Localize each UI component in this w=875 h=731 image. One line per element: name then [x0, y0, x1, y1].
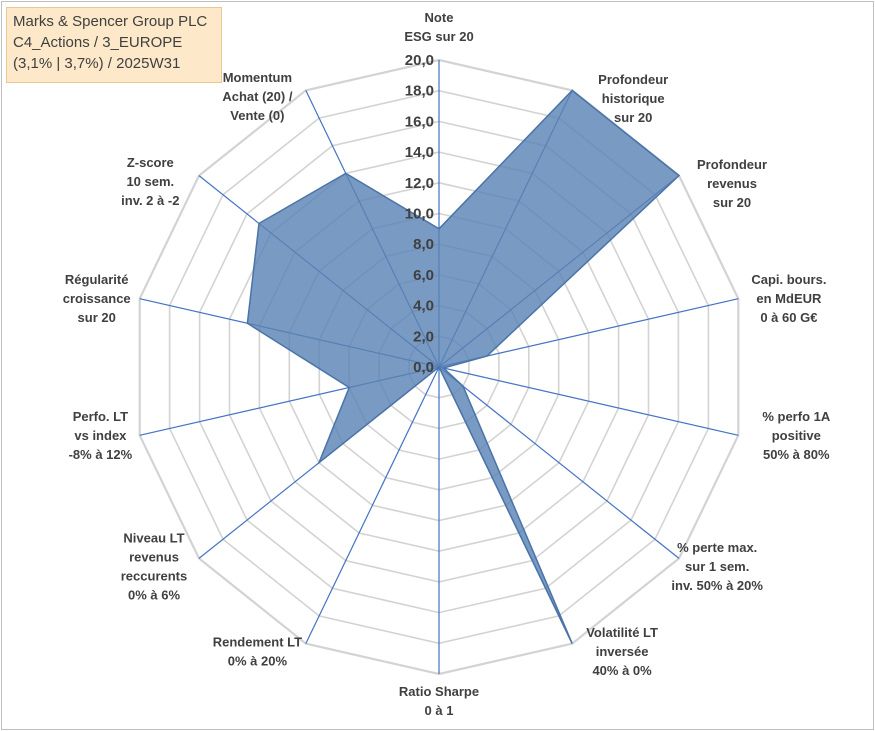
axis-label-line: 0 à 1	[425, 703, 454, 718]
axis-label-1: Profondeur historique sur 20	[598, 72, 668, 125]
axis-label-line: historique	[602, 91, 665, 106]
title-line-company: Marks & Spencer Group PLC	[13, 13, 208, 30]
tick-label: 18,0	[405, 83, 434, 100]
axis-label-line: Volatilité LT	[586, 625, 658, 640]
axis-label-8: Rendement LT 0% à 20%	[213, 635, 302, 669]
axis-label-line: Note	[425, 10, 454, 25]
tick-label: 0,0	[413, 359, 434, 376]
axis-label-line: Achat (20) /	[222, 89, 292, 104]
tick-label: 14,0	[405, 144, 434, 161]
axis-label-line: Capi. bours.	[751, 272, 826, 287]
axis-label-line: -8% à 12%	[69, 447, 133, 462]
axis-label-line: en MdEUR	[756, 291, 822, 306]
axis-label-line: 0% à 6%	[128, 587, 180, 602]
axis-label-line: 10 sem.	[126, 174, 174, 189]
spoke-5	[438, 366, 680, 559]
tick-label: 16,0	[405, 113, 434, 130]
axis-label-line: 50% à 80%	[763, 447, 830, 462]
title-line-period: (3,1% | 3,7%) / 2025W31	[13, 55, 181, 72]
axis-label-line: 40% à 0%	[592, 663, 652, 678]
axis-label-7: Ratio Sharpe 0 à 1	[399, 684, 479, 718]
axis-label-line: inv. 50% à 20%	[671, 578, 763, 593]
axis-label-5: % perte max. sur 1 sem. inv. 50% à 20%	[671, 540, 763, 593]
tick-label: 20,0	[405, 52, 434, 69]
axis-label-13: Momentum Achat (20) / Vente (0)	[222, 70, 292, 123]
series-area-0	[246, 89, 681, 644]
axis-label-9: Niveau LT revenus reccurents 0% à 6%	[121, 530, 187, 602]
axis-label-line: sur 20	[78, 310, 116, 325]
axis-label-10: Perfo. LT vs index -8% à 12%	[69, 409, 133, 462]
axis-label-2: Profondeur revenus sur 20	[697, 157, 767, 210]
radar-tick-labels: 0,0 2,0 4,0 6,0 8,0 10,0 12,0 14,0 16,0 18,0 20,0	[405, 52, 434, 376]
axis-label-line: sur 20	[614, 110, 652, 125]
tick-label: 8,0	[413, 236, 434, 253]
axis-label-line: reccurents	[121, 568, 187, 583]
axis-label-line: % perte max.	[677, 540, 757, 555]
radar-axis-labels: Note ESG sur 20 Profondeur historique sur 20…	[63, 10, 831, 718]
axis-label-12: Z-score 10 sem. inv. 2 à -2	[121, 155, 179, 208]
spoke-8	[305, 366, 440, 644]
axis-label-line: Rendement LT	[213, 635, 302, 650]
axis-label-line: Régularité	[65, 272, 129, 287]
axis-label-line: revenus	[707, 176, 757, 191]
spoke-4	[438, 366, 739, 436]
axis-label-4: % perfo 1A positive 50% à 80%	[762, 409, 831, 462]
title-line-category: C4_Actions / 3_EUROPE	[13, 34, 183, 51]
axis-label-line: Perfo. LT	[73, 409, 128, 424]
radar-series	[246, 89, 681, 644]
axis-label-line: revenus	[129, 549, 179, 564]
axis-label-3: Capi. bours. en MdEUR 0 à 60 G€	[751, 272, 826, 325]
tick-label: 6,0	[413, 267, 434, 284]
axis-label-line: Profondeur	[598, 72, 668, 87]
axis-label-line: vs index	[74, 428, 127, 443]
axis-label-line: 0% à 20%	[228, 654, 288, 669]
axis-label-line: sur 20	[713, 195, 751, 210]
axis-label-0: Note ESG sur 20	[404, 10, 473, 44]
tick-label: 12,0	[405, 175, 434, 192]
axis-label-line: Profondeur	[697, 157, 767, 172]
axis-label-line: sur 1 sem.	[685, 559, 749, 574]
axis-label-line: Ratio Sharpe	[399, 684, 479, 699]
axis-label-line: % perfo 1A	[762, 409, 831, 424]
axis-label-line: croissance	[63, 291, 131, 306]
axis-label-line: Z-score	[127, 155, 174, 170]
tick-label: 10,0	[405, 206, 434, 223]
axis-label-line: inversée	[596, 644, 649, 659]
axis-label-line: 0 à 60 G€	[760, 310, 817, 325]
axis-label-11: Régularité croissance sur 20	[63, 272, 131, 325]
axis-label-line: positive	[772, 428, 821, 443]
tick-label: 2,0	[413, 328, 434, 345]
axis-label-line: ESG sur 20	[404, 29, 473, 44]
axis-label-line: Vente (0)	[230, 108, 284, 123]
tick-label: 4,0	[413, 298, 434, 315]
chart-title-box: Marks & Spencer Group PLC C4_Actions / 3…	[6, 7, 222, 83]
axis-label-6: Volatilité LT inversée 40% à 0%	[586, 625, 658, 678]
axis-label-line: inv. 2 à -2	[121, 193, 179, 208]
axis-label-line: Niveau LT	[123, 530, 184, 545]
spoke-3	[438, 298, 739, 368]
axis-label-line: Momentum	[223, 70, 292, 85]
